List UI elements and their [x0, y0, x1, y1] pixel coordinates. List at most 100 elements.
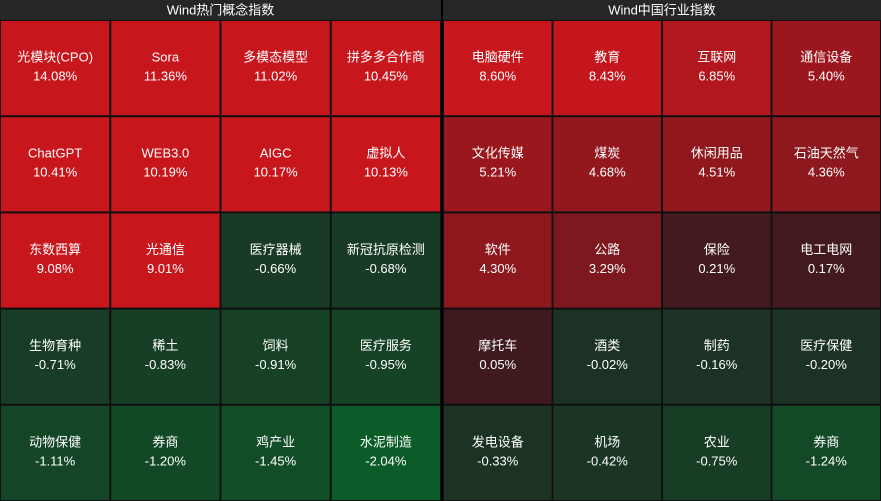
heat-cell	[443, 308, 553, 405]
heat-cell	[110, 308, 221, 405]
cell-value: 9.01%	[147, 261, 184, 276]
cell-value: 11.02%	[254, 69, 298, 84]
heat-cell	[330, 20, 441, 117]
heat-cell	[552, 212, 662, 309]
cell-value: 0.17%	[808, 261, 845, 276]
heat-cell	[330, 116, 441, 213]
cell-name: 石油天然气	[794, 146, 859, 161]
cell-value: -0.20%	[806, 357, 848, 372]
cell-name: Sora	[152, 50, 180, 65]
cell-name: 券商	[152, 434, 178, 449]
cell-value: -0.16%	[696, 357, 738, 372]
cell-value: -0.75%	[696, 453, 738, 468]
cell-name: 电工电网	[800, 242, 852, 257]
heat-cell	[220, 308, 331, 405]
cell-name: 保险	[704, 242, 730, 257]
cell-value: 0.21%	[698, 261, 735, 276]
cell-name: 医疗保健	[800, 338, 852, 353]
heat-cell	[552, 308, 662, 405]
heat-cell	[443, 212, 553, 309]
cell-value: 6.85%	[698, 69, 735, 84]
cell-name: 生物育种	[29, 338, 81, 353]
cell-name: WEB3.0	[142, 146, 190, 161]
heat-cell	[771, 116, 881, 213]
cell-name: 医疗服务	[360, 338, 412, 353]
heat-cell	[110, 404, 221, 501]
cell-name: 发电设备	[472, 434, 524, 449]
heat-cell	[443, 404, 553, 501]
cell-name: 水泥制造	[360, 434, 412, 449]
heat-cell	[662, 116, 772, 213]
cell-value: 11.36%	[144, 69, 188, 84]
panel-title: Wind中国行业指数	[608, 2, 716, 17]
cell-name: 东数西算	[29, 242, 81, 257]
heat-cell	[0, 20, 111, 117]
cell-name: 拼多多合作商	[347, 50, 425, 65]
cell-value: 4.51%	[698, 165, 735, 180]
cell-name: 文化传媒	[472, 146, 524, 161]
heat-cell	[220, 404, 331, 501]
cell-name: 休闲用品	[691, 146, 743, 161]
cell-value: -0.83%	[145, 357, 187, 372]
cell-value: 14.08%	[33, 69, 78, 84]
cell-value: 10.41%	[33, 165, 78, 180]
cell-name: 鸡产业	[256, 434, 295, 449]
heat-cell	[662, 404, 772, 501]
heat-cell	[220, 20, 331, 117]
cell-name: AIGC	[260, 146, 292, 161]
cell-value: 10.19%	[143, 165, 188, 180]
cell-value: 8.43%	[589, 69, 626, 84]
cell-name: 制药	[704, 338, 730, 353]
heat-cell	[220, 116, 331, 213]
cell-value: -0.91%	[255, 357, 297, 372]
heat-cell	[330, 404, 441, 501]
cell-name: 通信设备	[800, 50, 852, 65]
cell-name: ChatGPT	[28, 146, 82, 161]
cell-value: 8.60%	[479, 69, 516, 84]
cell-name: 光模块(CPO)	[17, 50, 93, 65]
cell-value: 10.45%	[364, 69, 409, 84]
heat-cell	[0, 308, 111, 405]
cell-name: 电脑硬件	[472, 50, 524, 65]
cell-name: 动物保健	[29, 434, 81, 449]
cell-name: 光通信	[146, 242, 185, 257]
cell-name: 互联网	[697, 50, 736, 65]
cell-value: -0.71%	[35, 357, 77, 372]
cell-name: 软件	[485, 242, 511, 257]
cell-value: 10.17%	[254, 165, 299, 180]
cell-value: 5.40%	[808, 69, 845, 84]
cell-value: -0.02%	[587, 357, 629, 372]
cell-name: 教育	[594, 50, 620, 65]
heat-cell	[330, 308, 441, 405]
cell-value: 4.30%	[479, 261, 516, 276]
cell-value: 4.68%	[589, 165, 626, 180]
cell-name: 多模态模型	[243, 50, 308, 65]
cell-name: 虚拟人	[366, 146, 405, 161]
cell-value: 3.29%	[589, 261, 626, 276]
cell-name: 酒类	[594, 338, 620, 353]
heat-cell	[662, 20, 772, 117]
panel-header	[443, 0, 881, 20]
cell-name: 新冠抗原检测	[347, 242, 425, 257]
cell-value: 10.13%	[364, 165, 409, 180]
heat-cell	[0, 404, 111, 501]
heat-cell	[110, 116, 221, 213]
cell-value: 0.05%	[479, 357, 516, 372]
heat-cell	[110, 212, 221, 309]
cell-value: -0.66%	[255, 261, 297, 276]
heat-cell	[443, 20, 553, 117]
heat-cell	[0, 212, 111, 309]
heat-cell	[220, 212, 331, 309]
heat-cell	[552, 20, 662, 117]
cell-name: 公路	[594, 242, 620, 257]
heat-cell	[552, 116, 662, 213]
cell-value: 9.08%	[37, 261, 74, 276]
heat-cell	[443, 116, 553, 213]
cell-value: -1.11%	[35, 453, 76, 468]
cell-value: -0.42%	[587, 453, 629, 468]
cell-name: 饲料	[263, 338, 289, 353]
cell-name: 摩托车	[478, 338, 517, 353]
panel-title: Wind热门概念指数	[167, 2, 275, 17]
panel-header	[0, 0, 441, 20]
heat-cell	[771, 404, 881, 501]
